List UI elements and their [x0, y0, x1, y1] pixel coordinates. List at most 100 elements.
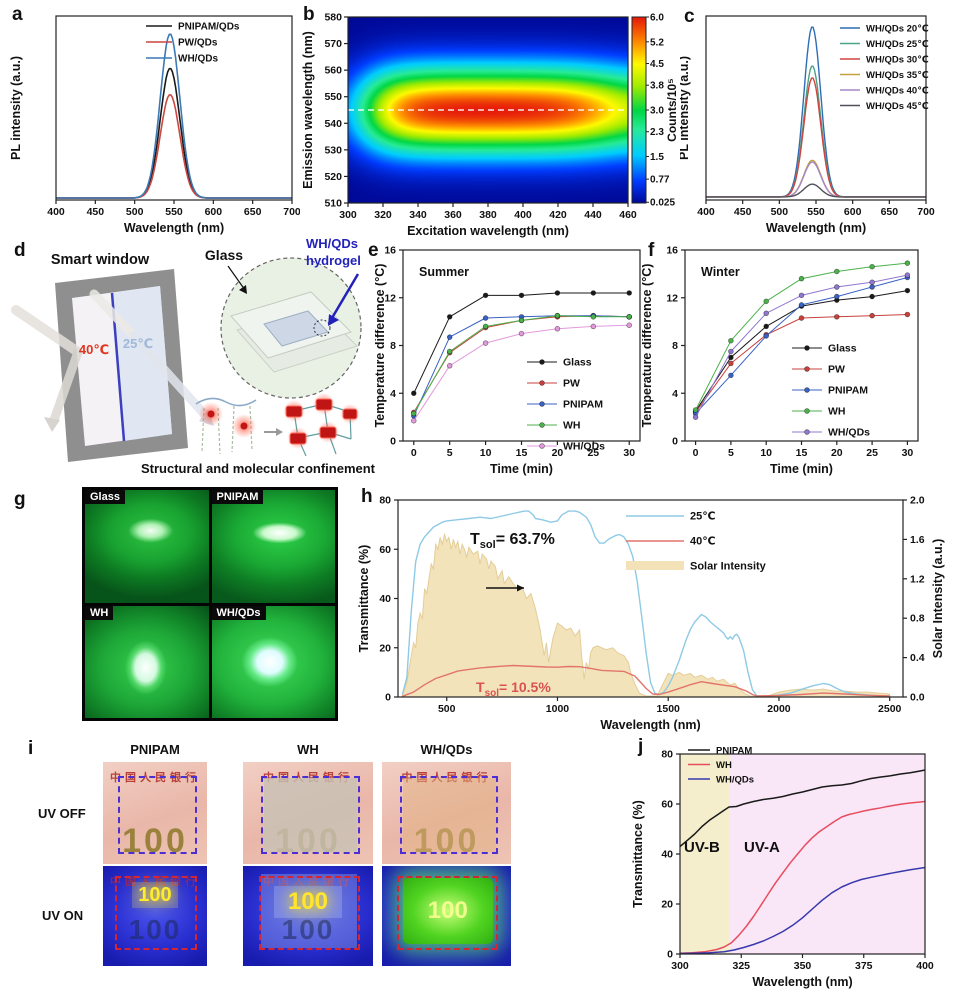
legend-label: WH/QDs 25℃: [866, 39, 929, 50]
annotation: Tsol= 10.5%: [476, 679, 551, 699]
tick-label: 8: [390, 340, 396, 352]
tick-label: 15: [796, 447, 808, 459]
panel-g-photo-grid: Glass PNIPAM WH WH/QDs: [82, 487, 338, 721]
hydrogel-label-line2: hydrogel: [306, 253, 361, 268]
translucent-hydrogel: [402, 778, 496, 852]
tick-label: 10: [480, 447, 492, 459]
annotation: Tsol= 63.7%: [470, 531, 555, 551]
tick-label: 700: [283, 206, 300, 218]
x-axis-label: Wavelength (nm): [600, 718, 700, 732]
photo-glass: Glass: [85, 490, 209, 603]
column-header-wh: WH: [297, 742, 319, 757]
tick-label: 0: [672, 436, 678, 448]
tick-label: 20: [552, 447, 564, 459]
y-axis-label: Transmittance (%): [358, 545, 371, 653]
banknote-denomination: 100: [281, 914, 335, 945]
x-axis-label: Wavelength (nm): [752, 975, 852, 989]
panel-a-chart: 400 450 500 550 600 650 700 Wavelength (nm) PL i…: [9, 15, 301, 235]
column-header-wh-qds: WH/QDs: [420, 742, 473, 757]
annotation: UV-A: [744, 839, 780, 856]
tick-label: 0.025: [650, 198, 675, 209]
panel-b-excitation-emission-map: 300 320 340 360 380 400 420 440 460 510 520 530 540 5…: [300, 2, 686, 240]
tick-label: 450: [734, 206, 752, 218]
y-axis-label: Temperature difference (°C): [642, 264, 654, 428]
tick-label: 3.8: [650, 81, 664, 92]
panel-e-chart: 0 5 10 15 20 25 30 0 4 8 12 16 Time (min) Temperature…: [373, 245, 641, 476]
banknote-denomination: 100: [128, 914, 182, 945]
tick-label: 0: [385, 692, 391, 704]
panel-label-e: e: [368, 240, 379, 261]
glass-label: Glass: [205, 247, 243, 263]
colorbar: [632, 17, 646, 203]
photo-label: PNIPAM: [211, 490, 264, 504]
tick-label: 300: [339, 209, 357, 221]
photo-uvoff-wh-qds: 中国人民银行 100: [382, 762, 511, 864]
tick-label: 1000: [546, 703, 570, 715]
panel-c-chart: 400 450 500 550 600 650 700 Wavelength (nm) PL i…: [677, 15, 935, 235]
legend-label: 40℃: [690, 536, 716, 548]
photo-uvoff-pnipam: 中国人民银行 100: [103, 762, 207, 864]
tick-label: 5: [728, 447, 734, 459]
opaque-hydrogel: [263, 778, 358, 852]
tick-label: 520: [324, 171, 342, 183]
tick-label: 530: [324, 144, 342, 156]
tick-label: 460: [619, 209, 637, 221]
tick-label: 6.0: [650, 13, 664, 24]
panel-h-chart: 500 1000 1500 2000 2500 0 20 40 60 80 0.0 0.4 0.8 1.2…: [357, 495, 945, 733]
photo-pnipam: PNIPAM: [211, 490, 335, 603]
legend-label: WH/QDs: [563, 441, 605, 453]
legend-label: WH/QDs 20℃: [866, 24, 929, 35]
legend-label: Glass: [563, 357, 592, 369]
confinement-caption: Structural and molecular confinement: [141, 461, 376, 476]
panel-label-b: b: [303, 4, 315, 25]
legend-label: PNIPAM: [716, 746, 752, 757]
tick-label: 550: [324, 91, 342, 103]
hydrogel-slab: [263, 310, 329, 347]
row-label-uv-on: UV ON: [42, 908, 84, 923]
tick-label: 5.2: [650, 37, 664, 48]
tick-label: 30: [902, 447, 914, 459]
legend-label: PNIPAM: [828, 385, 868, 397]
tick-label: 1.2: [910, 573, 925, 585]
legend-label: 25℃: [690, 511, 716, 523]
tick-label: 325: [732, 960, 750, 972]
hydrogel-overlay: [261, 874, 358, 948]
annotation: Winter: [701, 265, 740, 279]
legend-label: WH/QDs: [716, 775, 754, 786]
legend-label: WH/QDs: [178, 54, 218, 65]
photo-label: WH: [85, 605, 114, 620]
molecular-confinement-sketch: [195, 393, 360, 457]
tick-label: 20: [831, 447, 843, 459]
tick-label: 510: [324, 198, 342, 210]
tick-label: 400: [47, 206, 65, 218]
y-axis-label: PL intensity (a.u.): [680, 56, 691, 160]
cold-temp-label: 25℃: [123, 336, 153, 351]
tick-label: 560: [324, 65, 342, 77]
y-axis-label: PL intensity (a.u.): [9, 56, 23, 160]
tick-label: 20: [379, 642, 391, 654]
tick-label: 30: [623, 447, 635, 459]
panel-f-winter-temperature: 0 5 10 15 20 25 30 0 4 8 12 16 Time (min) Temperature…: [640, 236, 960, 486]
legend-label: Glass: [828, 343, 857, 355]
hot-temp-label: 40℃: [79, 342, 109, 357]
tick-label: 3.0: [650, 106, 664, 117]
panel-label-j: j: [638, 736, 644, 757]
sample-outline: [400, 776, 499, 854]
x-axis-label: Time (min): [770, 462, 833, 476]
tick-label: 15: [516, 447, 528, 459]
panel-a-pl-spectra: 400 450 500 550 600 650 700 Wavelength (nm) PL i…: [6, 2, 301, 240]
tick-label: 600: [844, 206, 862, 218]
magnified-inset: [220, 257, 362, 399]
panel-label-f: f: [648, 240, 655, 261]
panel-label-a: a: [12, 4, 23, 25]
tick-label: 540: [324, 118, 342, 130]
tick-label: 440: [584, 209, 602, 221]
tick-label: 2.3: [650, 127, 664, 138]
legend-label: WH: [563, 420, 581, 432]
colorbar-label: Counts/10⁵: [665, 78, 679, 142]
tick-label: 650: [881, 206, 899, 218]
panel-j-chart: 300 325 350 375 400 0 20 40 60 80 Wavelength (nm) T…: [631, 746, 934, 990]
legend-label: PNIPAM/QDs: [178, 22, 240, 33]
tick-label: 4: [672, 388, 678, 400]
